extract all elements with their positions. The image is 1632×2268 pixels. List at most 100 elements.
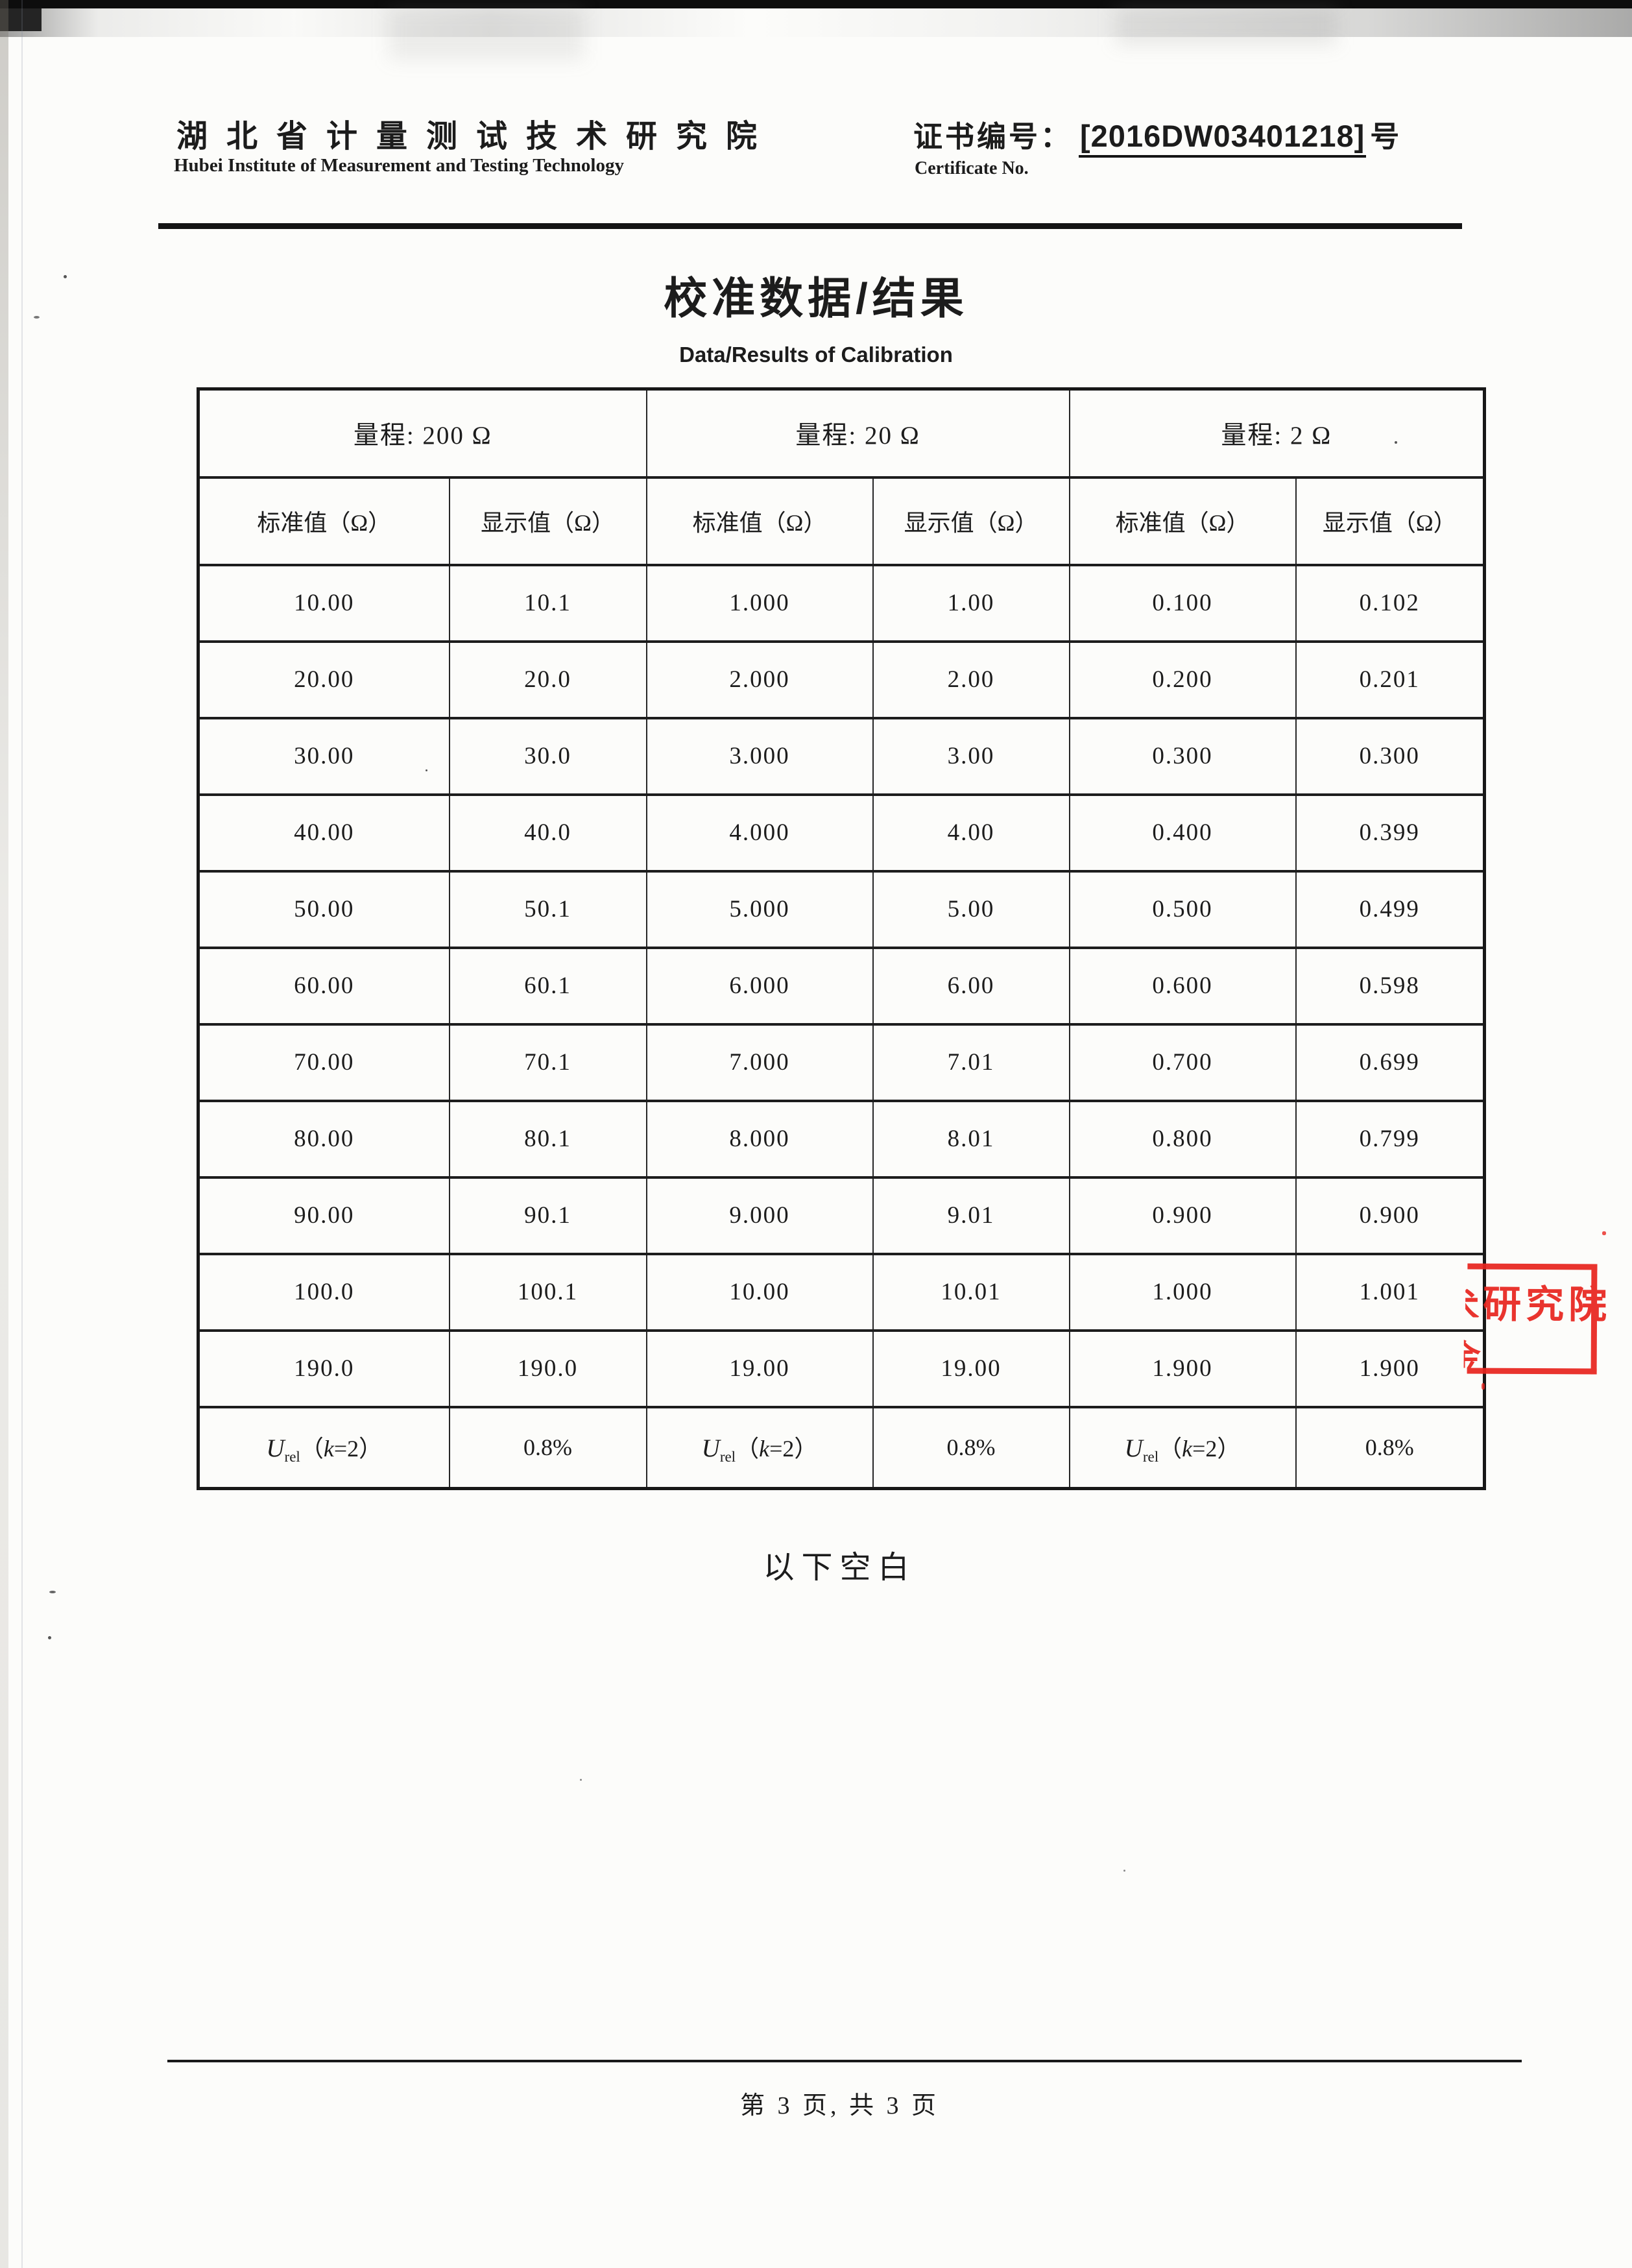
page-number: 第 3 页, 共 3 页 [739,2092,939,2119]
table-cell: 9.000 [645,1176,874,1255]
table-cell: 4.000 [645,793,874,873]
table-cell: 30.0 [448,716,647,796]
urel-value: 0.8% [872,1405,1070,1490]
table-cell: 0.200 [1068,640,1297,719]
header-divider-rule [158,223,1462,229]
table-cell: 190.0 [448,1329,647,1408]
table-cell: 60.1 [448,946,647,1026]
table-cell: 1.900 [1068,1329,1297,1408]
table-cell: 1.001 [1295,1252,1485,1332]
urel-k-symbol: k [1182,1435,1193,1462]
table-cell: 1.00 [872,563,1070,643]
table-row: 70.00 70.1 7.000 7.01 0.700 0.699 [197,1022,1485,1102]
table-cell: 1.900 [1295,1329,1485,1408]
table-row: 190.0 190.0 19.00 19.00 1.900 1.900 [197,1329,1485,1408]
table-cell: 0.600 [1068,946,1297,1026]
table-row: 80.00 80.1 8.000 8.01 0.800 0.799 [197,1099,1485,1179]
table-cell: 6.00 [872,946,1070,1026]
table-cell: 80.00 [197,1099,450,1179]
urel-subscript: rel [284,1448,300,1465]
certificate-number-label-en: Certificate No. [915,158,1029,178]
urel-symbol: U [1124,1434,1143,1462]
table-cell: 0.799 [1295,1099,1485,1179]
table-cell: 1.000 [645,563,874,643]
urel-label: Urel（k=2） [645,1405,874,1490]
scan-artifact-smudge [0,8,1632,37]
table-cell: 70.1 [448,1022,647,1102]
range-header-row: 量程: 200 Ω 量程: 20 Ω 量程: 2 Ω [197,387,1485,479]
table-cell: 10.01 [872,1252,1070,1332]
column-header: 标准值（Ω） [197,476,450,566]
stamp-ink-speck [1602,1231,1606,1235]
table-cell: 5.000 [645,869,874,949]
uncertainty-row: Urel（k=2） 0.8% Urel（k=2） 0.8% Urel（k=2） … [197,1405,1485,1490]
table-cell: 0.400 [1068,793,1297,873]
institute-name-cn: 湖北省计量测试技术研究院 [176,119,776,154]
table-cell: 8.01 [872,1099,1070,1179]
table-cell: 2.00 [872,640,1070,719]
stamp-text: 研究院 [1482,1283,1612,1327]
table-cell: 10.00 [197,563,450,643]
scan-speck [64,275,67,278]
table-cell: 19.00 [872,1329,1070,1408]
table-cell: 6.000 [645,946,874,1026]
official-stamp: 术 研究院 金 [1464,1263,1611,1375]
page-title-en: Data/Results of Calibration [679,343,953,367]
page-title-cn: 校准数据/结果 [664,274,968,323]
table-cell: 0.598 [1295,946,1485,1026]
scan-artifact-top-bar [0,0,1632,8]
scan-speck [49,1591,56,1593]
table-cell: 20.00 [197,640,450,719]
certificate-number-suffix: 号 [1370,120,1400,153]
urel-paren-close: =2） [333,1435,383,1462]
urel-value: 0.8% [448,1405,647,1490]
table-cell: 0.800 [1068,1099,1297,1179]
table-cell: 0.900 [1295,1176,1485,1255]
column-header: 显示值（Ω） [448,476,647,566]
urel-k-symbol: k [759,1435,770,1462]
table-cell: 10.1 [448,563,647,643]
table-row: 30.00 30.0 3.000 3.00 0.300 0.300 [197,716,1485,796]
certificate-number-line: 证书编号： [2016DW03401218] 号 [913,113,1400,158]
certificate-number-label-cn: 证书编号： [913,120,1073,153]
table-cell: 0.300 [1295,716,1485,796]
column-header-row: 标准值（Ω） 显示值（Ω） 标准值（Ω） 显示值（Ω） 标准值（Ω） 显示值（Ω… [197,476,1485,566]
table-body: 10.00 10.1 1.000 1.00 0.100 0.102 20.00 20.0 2.0… [197,563,1485,1408]
table-cell: 2.000 [645,640,874,719]
table-cell: 50.1 [448,869,647,949]
urel-paren-close: =2） [769,1435,818,1462]
table-cell: 0.900 [1068,1176,1297,1255]
table-cell: 40.00 [197,793,450,873]
table-cell: 1.000 [1068,1252,1297,1332]
table-cell: 0.399 [1295,793,1485,873]
urel-subscript: rel [719,1448,736,1465]
urel-paren-close: =2） [1192,1435,1241,1462]
table-cell: 20.0 [448,640,647,719]
table-cell: 5.00 [872,869,1070,949]
table-row: 100.0 100.1 10.00 10.01 1.000 1.001 [197,1252,1485,1332]
table-cell: 0.300 [1068,716,1297,796]
table-row: 50.00 50.1 5.000 5.00 0.500 0.499 [197,869,1485,949]
table-row: 20.00 20.0 2.000 2.00 0.200 0.201 [197,640,1485,719]
blank-below-note: 以下空白 [763,1550,917,1585]
column-header: 标准值（Ω） [645,476,874,566]
table-cell: 0.499 [1295,869,1485,949]
table-row: 10.00 10.1 1.000 1.00 0.100 0.102 [197,563,1485,643]
scan-artifact-left-edge [0,0,8,2268]
table-cell: 10.00 [645,1252,874,1332]
footer-divider-rule [167,2060,1522,2062]
range-header-200: 量程: 200 Ω [197,387,647,479]
table-cell: 8.000 [645,1099,874,1179]
table-row: 40.00 40.0 4.000 4.00 0.400 0.399 [197,793,1485,873]
scan-artifact-line [21,0,23,2268]
stamp-ink-speck [1482,1383,1485,1390]
scan-artifact-streak [389,8,584,60]
table-cell: 0.201 [1295,640,1485,719]
scan-artifact-streak [1116,6,1336,45]
table-cell: 30.00 [197,716,450,796]
table-cell: 80.1 [448,1099,647,1179]
urel-paren-open: （ [300,1435,324,1462]
table-cell: 7.01 [872,1022,1070,1102]
table-cell: 100.0 [197,1252,450,1332]
